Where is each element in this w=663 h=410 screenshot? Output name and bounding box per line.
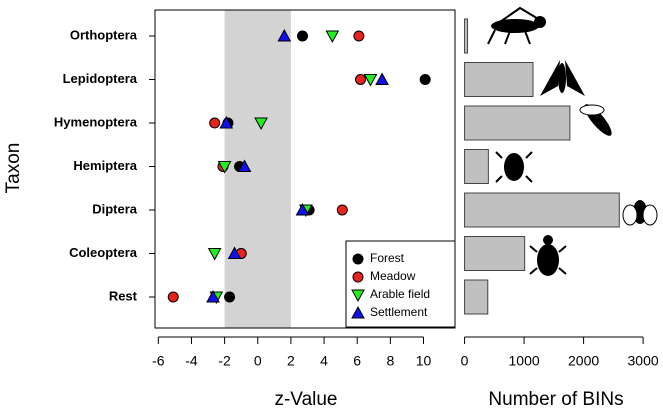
marker: [363, 74, 378, 87]
marker: [224, 291, 236, 303]
marker: [217, 161, 232, 174]
bug-icon: [495, 151, 533, 183]
x-tick-label: 6: [353, 353, 361, 369]
fly-icon: [622, 200, 658, 226]
plots: Orthoptera Lepidoptera Hymenoptera Hemipter…: [54, 9, 659, 369]
x-axis-label: z-Value: [274, 389, 337, 410]
highlight-band: [224, 10, 291, 328]
plot-frame: [154, 9, 456, 329]
moth-icon: [540, 60, 585, 96]
x-tick-label: 0: [461, 353, 469, 369]
marker: [209, 117, 221, 129]
x-tick-label: 1000: [509, 353, 540, 369]
x-tick-label: 10: [416, 353, 432, 369]
legend: Forest Meadow Arable field Settlement: [345, 240, 456, 328]
marker: [352, 253, 364, 265]
marker: [351, 289, 365, 303]
bar: [464, 62, 534, 97]
y-tick-label: Lepidoptera: [63, 71, 138, 86]
marker: [207, 248, 222, 261]
bar: [464, 18, 469, 54]
legend-label: Meadow: [370, 269, 416, 283]
y-axis-label: Taxon: [3, 143, 24, 194]
marker: [237, 159, 252, 172]
marker: [297, 30, 309, 42]
x-tick-label: 2000: [568, 353, 599, 369]
x-tick-label: 0: [254, 353, 262, 369]
marker: [227, 246, 242, 259]
x-tick-label: 8: [386, 353, 394, 369]
marker: [351, 305, 365, 319]
x-tick-label: 2: [287, 353, 295, 369]
bar: [464, 279, 489, 315]
marker: [355, 74, 367, 85]
y-tick-label: Hymenoptera: [54, 114, 138, 129]
grasshopper-icon: [487, 6, 546, 45]
marker: [325, 30, 340, 44]
marker: [336, 204, 348, 216]
legend-label: Arable field: [370, 287, 430, 301]
bar: [464, 236, 526, 271]
beetle-icon: [529, 235, 567, 276]
marker: [375, 72, 389, 85]
bar: [464, 149, 489, 184]
x-tick-label: -6: [152, 353, 165, 369]
y-tick-label: Hemiptera: [73, 158, 137, 173]
marker: [295, 202, 310, 216]
x-tick-label: 3000: [628, 353, 659, 369]
marker: [353, 30, 365, 42]
legend-box: [345, 240, 456, 328]
y-tick-label: Diptera: [92, 201, 138, 216]
x-tick-label: 4: [320, 353, 328, 369]
x-tick-label: -2: [218, 353, 231, 369]
legend-label: Settlement: [370, 305, 428, 319]
y-tick-label: Orthoptera: [70, 27, 138, 42]
marker: [206, 289, 220, 303]
bar: [464, 192, 620, 228]
y-tick-label: Coleoptera: [69, 245, 138, 260]
wasp-icon: [579, 104, 612, 136]
x-tick-label: -4: [185, 353, 198, 369]
marker: [219, 115, 234, 129]
insect-icons: [487, 6, 658, 276]
marker: [167, 291, 179, 303]
legend-label: Forest: [370, 251, 405, 265]
bar: [464, 105, 571, 141]
marker: [277, 28, 292, 42]
marker: [254, 117, 268, 131]
y-tick-label: Rest: [109, 288, 138, 303]
marker: [352, 271, 364, 283]
x-axis-label: Number of BINs: [488, 389, 623, 410]
marker: [419, 74, 431, 85]
